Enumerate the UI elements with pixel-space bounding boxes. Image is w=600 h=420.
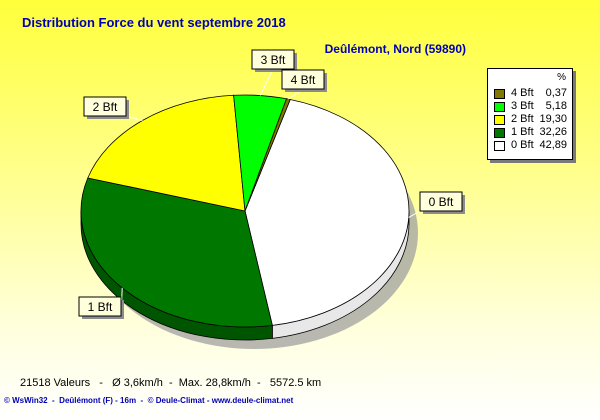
legend-label-3bft: 3 Bft — [511, 100, 534, 112]
legend-value-0bft: 42,89 — [539, 139, 567, 151]
callout-box-4bft — [281, 69, 325, 90]
legend-row-1bft: 1 Bft 32,26 — [494, 126, 567, 138]
legend-swatch-3bft — [494, 102, 505, 112]
legend-swatch-1bft — [494, 128, 505, 138]
callout-box-1bft — [78, 296, 122, 317]
footer-credits: © WsWin32 - Deûlémont (F) - 16m - © Deul… — [4, 396, 294, 405]
legend-value-1bft: 32,26 — [539, 126, 567, 138]
legend-value-2bft: 19,30 — [539, 113, 567, 125]
legend-value-4bft: 0,37 — [545, 87, 567, 99]
legend-label-0bft: 0 Bft — [511, 139, 534, 151]
station-name: Deûlémont, Nord (59890) — [324, 42, 466, 56]
pie-slice-2bft — [87, 94, 246, 212]
callout-label-4bft: 4 Bft — [291, 73, 316, 87]
legend-value-3bft: 5,18 — [545, 100, 567, 112]
chart-title: Distribution Force du vent septembre 201… — [22, 15, 286, 30]
legend-row-2bft: 2 Bft 19,30 — [494, 113, 567, 125]
legend-swatch-0bft — [494, 141, 505, 151]
legend-header: % — [557, 72, 566, 83]
callout-label-0bft: 0 Bft — [429, 195, 454, 209]
callout-label-3bft: 3 Bft — [261, 53, 286, 67]
callout-box-0bft — [419, 191, 463, 212]
callout-line-0bft — [408, 210, 421, 218]
callout-line-3bft — [259, 68, 274, 96]
legend-swatch-4bft — [494, 89, 505, 99]
legend-label-2bft: 2 Bft — [511, 113, 534, 125]
footer-stats: 21518 Valeurs - Ø 3,6km/h - Max. 28,8km/… — [20, 377, 322, 389]
callout-label-1bft: 1 Bft — [88, 300, 113, 314]
legend-label-1bft: 1 Bft — [511, 126, 534, 138]
legend-row-3bft: 3 Bft 5,18 — [494, 100, 567, 112]
legend-row-0bft: 0 Bft 42,89 — [494, 139, 567, 151]
callout-box-3bft — [251, 49, 295, 70]
legend-row-4bft: 4 Bft 0,37 — [494, 87, 567, 99]
legend-label-4bft: 4 Bft — [511, 87, 534, 99]
callout-box-2bft — [83, 96, 127, 117]
legend-swatch-2bft — [494, 115, 505, 125]
legend: % 4 Bft 0,37 3 Bft 5,18 2 Bft 19,30 1 Bf… — [487, 68, 573, 160]
callout-label-2bft: 2 Bft — [93, 100, 118, 114]
